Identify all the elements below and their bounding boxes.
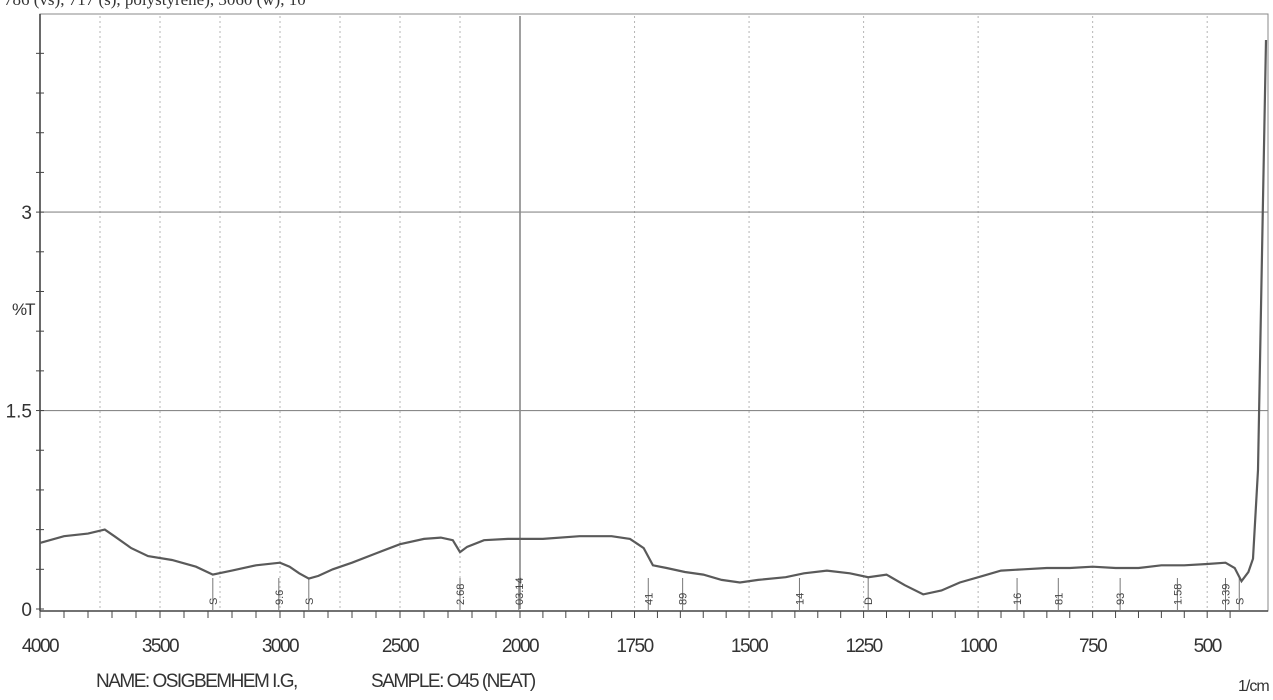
peak-label: 14	[794, 593, 806, 605]
plot-frame	[39, 13, 1269, 612]
grid-lines	[39, 14, 1268, 612]
x-tick-labels: 4000 3500 3000 2500 2000 1750 1500 1250 1000 750 5…	[22, 636, 1223, 657]
y-axis-label: %T	[12, 300, 35, 319]
name-footer: NAME: OSIGBEMHEM I.G,	[96, 671, 298, 692]
peak-label: 81	[1053, 593, 1065, 605]
cropped-caption-text: 786 (vs), 717 (s), polystyrene), 3060 (w…	[4, 0, 306, 10]
peak-label: 03.14	[514, 577, 526, 605]
peak-label: D	[863, 597, 875, 605]
x-axis-unit-label: 1/cm	[1238, 678, 1270, 695]
peak-label: 1.58	[1172, 584, 1184, 605]
x-tick-label: 750	[1079, 636, 1107, 657]
x-tick-label: 500	[1194, 636, 1222, 657]
y-tick-label: 3	[21, 203, 32, 224]
peak-label: 9.6	[274, 590, 286, 605]
y-tick-label: 0	[21, 600, 32, 621]
peak-label: 41	[643, 593, 655, 605]
peak-label: 2.68	[455, 584, 467, 605]
peak-label: S	[208, 598, 220, 605]
sample-footer: SAMPLE: O45 (NEAT)	[371, 671, 536, 692]
x-tick-label: 1000	[960, 636, 997, 657]
x-tick-label: 2500	[382, 636, 419, 657]
peak-label: 3.39	[1221, 584, 1233, 605]
peak-label: 89	[678, 593, 690, 605]
x-tick-label: 3000	[262, 636, 299, 657]
x-tick-label: 1500	[731, 636, 768, 657]
peak-label: S	[1234, 598, 1246, 605]
x-tick-label: 4000	[22, 636, 59, 657]
transmittance-trace	[39, 39, 1268, 596]
peak-annotations: S 9.6 S 2.68 03.14 41 89 14 D 16 81 93 1.58 3.39 S	[208, 577, 1246, 611]
y-tick-label: 1.5	[6, 402, 32, 423]
x-tick-label: 3500	[142, 636, 179, 657]
peak-label: S	[304, 598, 316, 605]
minor-ticks	[36, 52, 1231, 618]
x-tick-label: 1250	[845, 636, 882, 657]
peak-label: 16	[1012, 593, 1024, 605]
x-tick-label: 1750	[616, 636, 653, 657]
x-tick-label: 2000	[502, 636, 539, 657]
y-tick-labels: 01.53	[6, 203, 32, 621]
peak-label: 93	[1115, 593, 1127, 605]
